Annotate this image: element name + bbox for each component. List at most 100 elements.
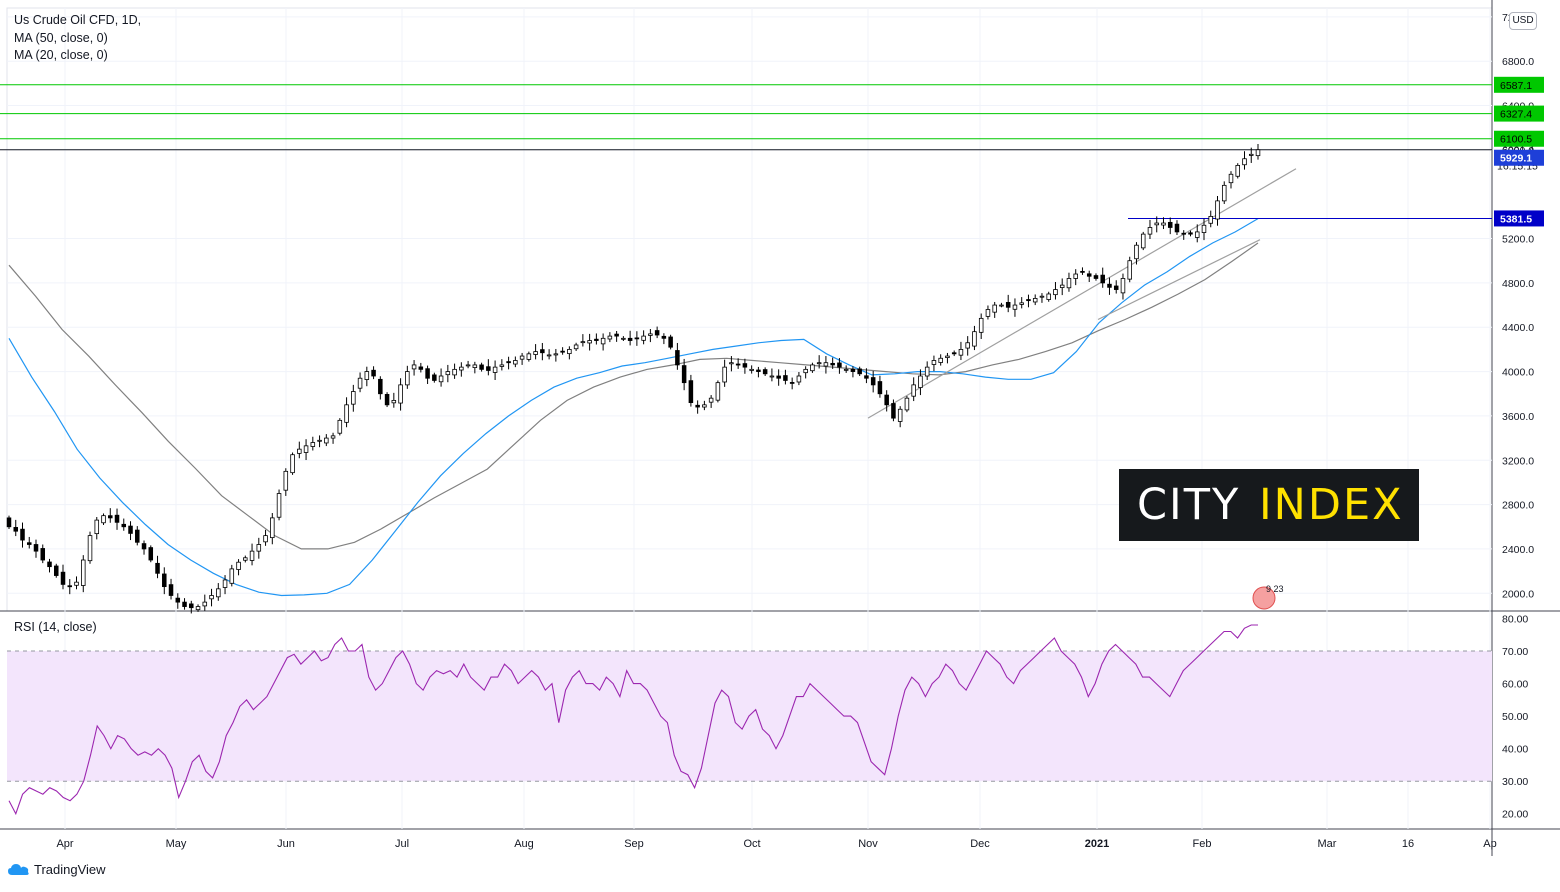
candle-body [378,378,383,395]
candle-body [13,527,19,532]
candle-body [445,371,451,376]
resistance-label-bg [1494,130,1544,147]
candle-body [26,542,32,545]
tradingview-footer[interactable]: TradingView [8,862,106,877]
chart-title: Us Crude Oil CFD, 1D, [14,13,142,27]
candle-body [202,601,208,607]
candle-body [789,382,795,384]
resistance-label-bg [1494,76,1544,93]
resistance-label-bg [1494,105,1544,122]
candle-body [67,585,73,588]
candle-body [256,544,262,552]
candle-body [108,515,113,519]
candle-body [837,362,842,368]
candle-body [128,525,133,534]
candle-body [1134,244,1139,260]
candle-body [1086,273,1092,277]
price-tick-label: 5200.0 [1502,234,1534,246]
currency-button[interactable]: USD [1509,12,1537,30]
candle-body [877,381,883,395]
candle-body [243,557,248,561]
candle-body [1026,299,1031,302]
candle-body [425,368,430,379]
candle-body [20,528,25,541]
candle-body [526,353,532,360]
candle-body [182,601,187,607]
price-tick-label: 6800.0 [1502,56,1534,68]
candle-body [1066,278,1072,289]
candle-body [884,394,889,406]
candle-body [303,445,309,453]
candle-body [1093,275,1099,279]
time-tick-label: Ap [1483,838,1496,850]
candle-body [1012,304,1018,310]
candle-body [627,337,633,341]
candle-body [229,568,235,584]
candle-body [33,544,39,552]
candle-body [830,362,835,366]
candle-body [546,354,552,357]
candle-body [249,550,255,561]
candle-body [1032,298,1038,303]
candle-body [6,517,12,528]
candle-body [81,559,86,586]
time-tick-label: Mar [1318,838,1337,850]
candle-body [1039,295,1045,298]
ma-value-label: 5929.1 [1500,153,1532,165]
candle-body [769,375,775,378]
resistance-label: 6327.4 [1500,109,1532,121]
candle-body [675,350,680,366]
candle-body [1215,200,1220,220]
ma-value-label-bg [1494,210,1544,227]
candle-body [1194,231,1200,238]
candle-body [985,309,991,317]
time-tick-label: Jun [277,838,295,850]
candle-body [803,368,808,374]
candle-body [1255,149,1261,157]
candle-body [978,317,984,333]
candle-body [1019,302,1024,305]
time-tick-label: Jul [395,838,409,850]
candle-body [870,377,876,386]
time-tick-label: May [166,838,187,850]
candle-body [965,342,970,349]
candle-body [1167,221,1173,228]
logo-index-text: INDEX [1259,480,1404,530]
candle-body [94,519,100,535]
time-tick-label: 16 [1402,838,1414,850]
price-tick-label: 4000.0 [1502,367,1534,379]
tradingview-brand: TradingView [34,862,106,877]
candle-body [999,304,1004,307]
candle-body [567,349,572,355]
candle-body [270,517,275,539]
candle-body [290,454,295,474]
price-tick-label: 4800.0 [1502,278,1534,290]
event-flag-icon [1252,586,1276,610]
rsi-line [8,624,1258,816]
candle-body [661,335,667,339]
candle-body [931,360,937,365]
candle-body [121,523,127,528]
candle-body [519,355,525,360]
candle-body [621,337,626,340]
candle-body [864,375,869,379]
candle-body [162,573,167,588]
candle-body [384,394,390,406]
time-tick-label: Feb [1193,838,1212,850]
candle-body [634,337,640,340]
candle-body [1154,222,1159,226]
tradingview-cloud-icon [8,863,29,875]
candle-body [492,366,498,373]
candle-body [924,366,930,377]
candle-body [594,338,599,341]
candle-body [74,581,79,586]
candle-body [742,363,748,368]
candle-body [1242,158,1247,166]
candle-body [155,562,160,574]
economic-event-badge: 9 23 [1252,584,1284,610]
candle-body [1161,222,1166,226]
ma50-line [8,242,1259,550]
candle-body [1228,173,1234,184]
time-tick-label: Sep [624,838,644,850]
